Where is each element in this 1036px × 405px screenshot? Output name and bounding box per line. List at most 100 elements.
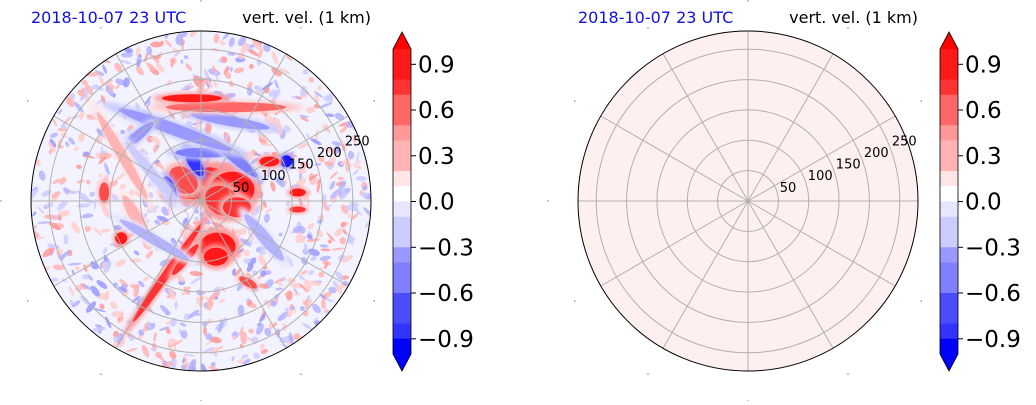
field-speckle <box>218 58 223 63</box>
field-speckle <box>76 179 85 184</box>
field-speckle <box>298 197 303 206</box>
field-speckle <box>202 347 215 354</box>
colorbar-right: 0.9 0.6 0.3 0.0 −0.3 −0.6 −0.9 <box>939 31 1021 372</box>
field-speckle <box>141 344 150 358</box>
field-speckle <box>293 332 301 339</box>
colorbar-segment <box>940 64 958 80</box>
field-speckle <box>93 308 106 313</box>
field-speckle <box>169 350 177 359</box>
field-speckle <box>347 151 355 159</box>
field-speckle <box>307 295 311 300</box>
angular-tick-mark <box>920 100 922 102</box>
field-speckle <box>213 33 220 44</box>
colorbar-segment <box>940 232 958 248</box>
field-speckle <box>312 303 321 314</box>
field-speckle <box>48 222 61 231</box>
field-speckle <box>92 326 106 333</box>
field-speckle <box>323 161 334 167</box>
field-speckle <box>133 250 140 256</box>
field-feature-core <box>190 112 270 130</box>
field-speckle <box>32 211 37 217</box>
field-speckle <box>233 67 245 74</box>
field-speckle <box>193 75 202 88</box>
field-speckle <box>103 260 112 273</box>
polar-panel-right: 2018-10-07 23 UTC vert. vel. (1 km) 50 10… <box>547 0 949 402</box>
field-speckle <box>119 183 126 190</box>
colorbar-tick-label: −0.6 <box>418 281 474 307</box>
field-speckle <box>122 77 130 88</box>
angular-gridline <box>200 200 349 287</box>
field-speckle <box>141 150 149 155</box>
field-speckle <box>232 268 236 276</box>
colorbar-segment <box>393 293 411 309</box>
field-speckle <box>234 267 242 277</box>
field-speckle <box>310 255 318 262</box>
colorbar-segment <box>393 125 411 141</box>
colorbar-tick-label: 0.9 <box>965 52 1002 78</box>
colorbar-segment <box>393 232 411 248</box>
field-speckle <box>179 322 187 327</box>
field-speckle <box>326 147 337 155</box>
field-speckle <box>319 266 324 270</box>
field-speckle <box>317 219 323 224</box>
field-speckle <box>66 96 75 108</box>
field-speckle <box>242 358 251 365</box>
field-speckle <box>68 137 76 145</box>
field-feature-core <box>166 102 287 113</box>
field-speckle <box>115 172 127 181</box>
field-speckle <box>76 203 91 208</box>
field-speckle <box>203 69 210 80</box>
angular-tick-mark <box>100 373 102 375</box>
field-speckle <box>181 364 186 370</box>
field-feature-core <box>162 94 222 103</box>
field-speckle <box>138 329 145 336</box>
panel-right-title-time: 2018-10-07 23 UTC <box>578 8 733 27</box>
field-speckle <box>117 339 126 348</box>
field-speckle <box>284 292 289 297</box>
field-speckle <box>34 224 37 230</box>
angular-tick-mark <box>647 373 649 375</box>
field-speckle <box>153 135 161 145</box>
field-speckle <box>68 286 75 297</box>
field-speckle <box>337 176 345 181</box>
field-speckle <box>317 214 325 219</box>
field-speckle <box>245 272 251 277</box>
field-speckle <box>295 232 302 244</box>
colorbar-segment <box>940 323 958 340</box>
field-speckle <box>167 202 171 217</box>
field-speckle <box>145 250 154 259</box>
field-speckle <box>102 64 107 74</box>
colorbar-segment <box>393 64 411 80</box>
field-speckle <box>65 141 70 147</box>
field-feature-core <box>289 188 306 197</box>
field-speckle <box>269 322 273 329</box>
field-speckle <box>73 146 79 152</box>
field-speckle <box>175 33 183 44</box>
field-speckle <box>109 123 116 127</box>
field-speckle <box>110 301 118 310</box>
field-speckle <box>257 87 262 95</box>
field-speckle <box>319 244 329 248</box>
colorbar-outline <box>939 31 959 372</box>
field-speckle <box>325 204 333 208</box>
field-speckle <box>293 226 302 234</box>
field-speckle <box>338 180 347 191</box>
field-speckle <box>49 132 58 138</box>
colorbar-segment <box>393 110 411 126</box>
panel-left-title-var: vert. vel. (1 km) <box>242 8 371 27</box>
radial-tick-label: 250 <box>345 134 370 149</box>
field-speckle <box>181 38 184 51</box>
colorbar-segment <box>393 277 411 294</box>
field-speckle <box>98 74 105 86</box>
field-speckle <box>120 59 132 65</box>
field-speckle <box>71 269 75 275</box>
field-speckle <box>37 206 45 214</box>
field-speckle <box>114 62 123 73</box>
field-speckle <box>349 235 354 246</box>
field-speckle <box>339 157 352 166</box>
field-speckle <box>261 142 273 147</box>
colorbar-segment <box>393 49 411 65</box>
field-speckle <box>240 43 249 54</box>
field-speckle <box>270 300 277 307</box>
